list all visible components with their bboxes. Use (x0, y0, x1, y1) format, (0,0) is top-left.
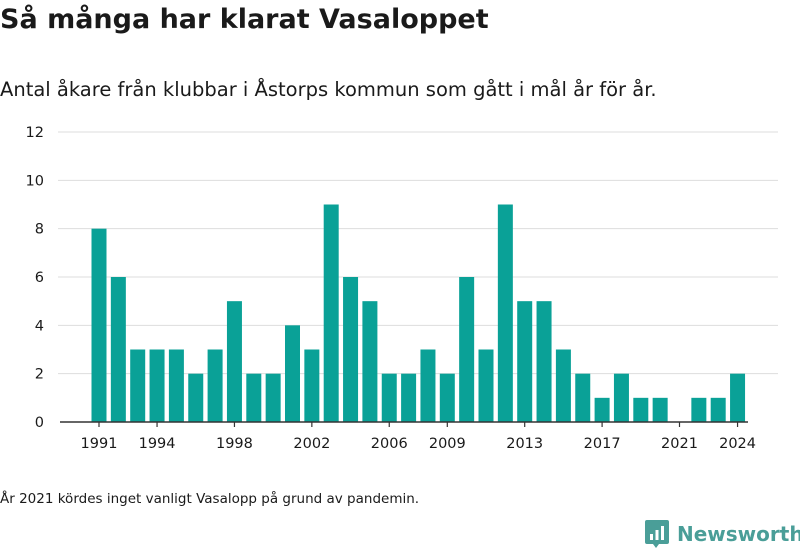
bar-1999 (246, 373, 262, 422)
chart-title: Så många har klarat Vasaloppet (0, 4, 489, 35)
bar-2011 (478, 349, 494, 422)
y-tick-label: 8 (35, 222, 44, 238)
newsworthy-logo-icon (645, 520, 669, 548)
x-tick-label: 2002 (293, 436, 330, 452)
x-tick-label: 1991 (81, 436, 118, 452)
bar-2006 (381, 373, 397, 422)
bar-2002 (304, 349, 320, 422)
y-tick-label: 10 (26, 173, 44, 189)
bar-2024 (730, 373, 746, 422)
bar-1993 (130, 349, 146, 422)
bar-1995 (168, 349, 184, 422)
bar-chart: 0 2 4 6 8 10 12 1991 1994 1998 2002 2006 2009 2013 201… (26, 125, 778, 452)
y-tick-label: 12 (26, 125, 44, 141)
x-tick-label: 2021 (661, 436, 698, 452)
bar-2013 (517, 301, 533, 422)
bar-1996 (188, 373, 204, 422)
x-tick-label: 1994 (139, 436, 176, 452)
bar-1991 (91, 228, 107, 422)
bar-2012 (497, 204, 513, 422)
y-tick-label: 6 (35, 270, 44, 286)
y-tick-label: 2 (35, 367, 44, 383)
bar-1992 (110, 277, 126, 422)
bar-2001 (285, 325, 300, 422)
bar-2004 (343, 277, 359, 422)
bar-2010 (459, 277, 475, 422)
y-tick-label: 0 (35, 415, 44, 431)
x-tick-label: 2017 (584, 436, 621, 452)
bar-2018 (613, 373, 629, 422)
bar-2000 (265, 373, 281, 422)
x-tick-label: 2024 (719, 436, 756, 452)
x-tick-label: 2013 (506, 436, 543, 452)
brand-name: Newsworthy (677, 522, 800, 546)
chart-footnote: År 2021 kördes inget vanligt Vasalopp på… (0, 491, 420, 507)
bar-2003 (323, 204, 339, 422)
bar-2009 (439, 373, 455, 422)
x-tick-label: 2006 (371, 436, 408, 452)
bar-1994 (149, 349, 165, 422)
bar-2014 (536, 301, 552, 422)
bar-2020 (652, 397, 668, 422)
x-tick-label: 2009 (429, 436, 466, 452)
bar-1997 (207, 349, 223, 422)
bar-2017 (594, 397, 610, 422)
newsworthy-brand: Newsworthy (645, 519, 800, 549)
bar-2016 (575, 373, 591, 422)
y-tick-label: 4 (35, 318, 44, 334)
chart-subtitle: Antal åkare från klubbar i Åstorps kommu… (0, 78, 657, 101)
bar-2015 (555, 349, 571, 422)
bar-2005 (362, 301, 378, 422)
bar-2007 (401, 373, 417, 422)
bar-2019 (633, 397, 649, 422)
bar-2022 (691, 397, 707, 422)
x-tick-label: 1998 (216, 436, 253, 452)
bar-1998 (226, 301, 242, 422)
bar-2023 (710, 397, 726, 422)
bar-2008 (420, 349, 436, 422)
